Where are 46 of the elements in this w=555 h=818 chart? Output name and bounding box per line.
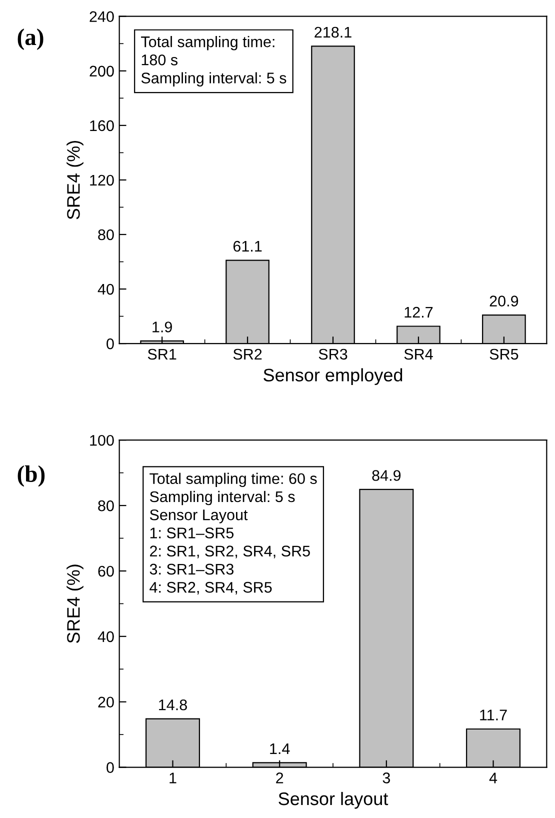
data-label: 1.9 — [152, 322, 172, 332]
data-label: 12.7 — [404, 306, 433, 318]
y-tick-label: 0 — [106, 762, 114, 773]
y-tick-label: 120 — [90, 174, 114, 186]
data-label: 14.8 — [159, 699, 187, 710]
y-tick-label: 40 — [98, 284, 114, 295]
annotation: 3: SR1–SR3 — [150, 564, 234, 575]
y-axis-title: SRE4 (%) — [66, 140, 84, 220]
data-label: 20.9 — [490, 296, 518, 306]
y-tick-label: 60 — [98, 566, 114, 577]
x-tick-label: SR3 — [318, 348, 348, 360]
x-tick-label: 4 — [489, 772, 498, 784]
y-tick-label: 0 — [106, 338, 114, 350]
text: (b) — [18, 465, 45, 487]
annotation: Total sampling time: 180 s — [141, 36, 274, 66]
annotation: Sampling interval: 5 s — [150, 490, 295, 506]
y-tick-label: 200 — [90, 66, 114, 77]
y-tick-label: 80 — [98, 229, 114, 240]
x-tick-label: 2 — [276, 772, 284, 784]
y-axis-title: SRE4 (%) — [66, 564, 84, 643]
x-tick-label: 3 — [382, 772, 390, 784]
data-label: 11.7 — [480, 710, 507, 720]
data-label: 84.9 — [372, 470, 401, 481]
annotation: Total sampling time: 60 s — [150, 472, 317, 488]
x-tick-label: SR4 — [404, 348, 433, 360]
annotation: 1: SR1–SR5 — [150, 528, 234, 538]
y-tick-label: 40 — [98, 631, 114, 642]
x-tick-label: 1 — [170, 772, 176, 784]
annotation: Sampling interval: 5 s — [141, 72, 286, 86]
annotation: Sensor Layout — [150, 509, 248, 524]
chart-title: (a) — [18, 28, 44, 50]
y-tick-label: 240 — [90, 11, 114, 22]
data-label: 1.4 — [270, 743, 290, 754]
y-tick-label: 100 — [90, 434, 114, 446]
x-tick-label: SR2 — [233, 348, 262, 360]
annotation: 2: SR1, SR2, SR4, SR5 — [150, 546, 310, 558]
data-label: 61.1 — [233, 240, 262, 252]
annotation: 4: SR2, SR4, SR5 — [150, 582, 272, 595]
y-tick-label: 20 — [98, 696, 114, 708]
data-label: 218.1 — [314, 26, 352, 38]
x-axis-title: Sensor employed — [264, 368, 402, 386]
y-tick-label: 80 — [98, 500, 114, 512]
x-axis-title: Sensor layout — [278, 792, 388, 809]
x-tick-label: SR1 — [148, 348, 176, 360]
x-tick-label: SR5 — [490, 348, 518, 360]
y-tick-label: 160 — [90, 120, 114, 132]
